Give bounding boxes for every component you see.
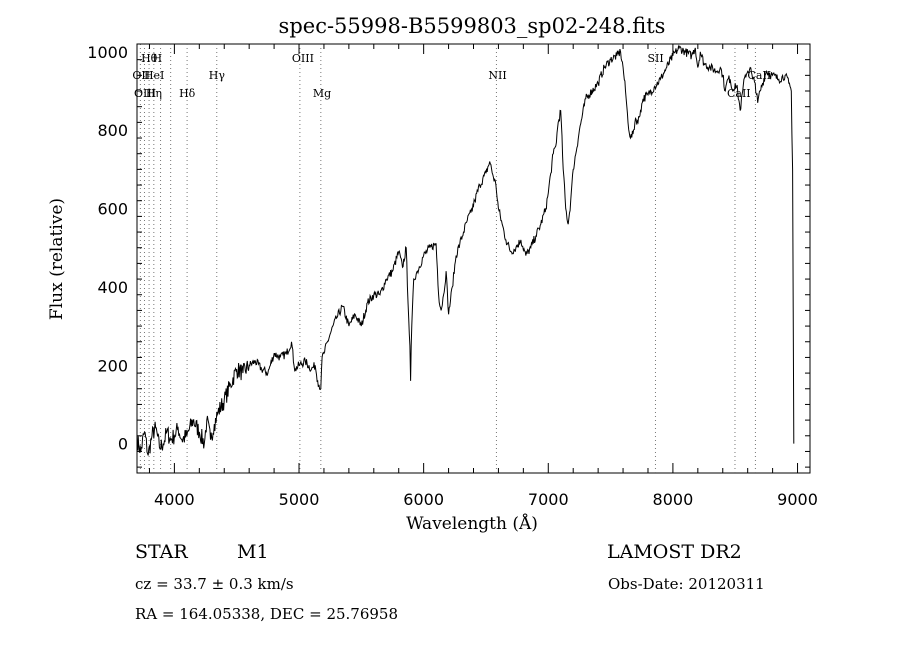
y-tick-label: 600	[97, 200, 128, 219]
axis-tick-labels: 4000 5000 6000 7000 8000 9000 0 200 400 600 800 100…	[87, 43, 818, 509]
chart-title: spec-55998-B5599803_sp02-248.fits	[279, 14, 666, 38]
x-tick-label: 5000	[279, 490, 320, 509]
marker-label: Hδ	[179, 87, 196, 100]
marker-label: Hθ	[141, 52, 158, 65]
x-axis-label: Wavelength (Å)	[406, 513, 538, 534]
y-tick-label: 400	[97, 278, 128, 297]
marker-label: Hη	[146, 87, 162, 100]
line-marker-lines	[139, 44, 756, 473]
spectrum-line	[136, 44, 795, 456]
marker-label: Hγ	[209, 69, 226, 82]
y-tick-label: 1000	[87, 43, 128, 62]
x-tick-label: 8000	[653, 490, 694, 509]
y-axis-label: Flux (relative)	[47, 198, 67, 320]
observation-date: Obs-Date: 20120311	[608, 575, 765, 593]
y-tick-label: 200	[97, 356, 128, 375]
y-tick-label: 800	[97, 121, 128, 140]
marker-label: OIII	[292, 52, 314, 65]
marker-label: H	[153, 52, 163, 65]
marker-label: HeI	[144, 69, 164, 82]
plot-frame	[136, 43, 811, 474]
plot-border	[136, 43, 811, 474]
x-tick-label: 7000	[528, 490, 569, 509]
coordinates: RA = 164.05338, DEC = 25.76958	[135, 605, 399, 623]
marker-label: NII	[488, 69, 506, 82]
y-tick-label: 0	[118, 435, 128, 454]
survey-name: LAMOST DR2	[607, 541, 742, 563]
object-class: STAR	[135, 541, 188, 563]
marker-label: OIII	[134, 87, 156, 100]
x-tick-label: 9000	[777, 490, 818, 509]
marker-label: CaII	[727, 87, 751, 100]
x-tick-label: 6000	[403, 490, 444, 509]
object-subclass: M1	[237, 541, 269, 563]
marker-label: SII	[647, 52, 663, 65]
redshift-value: cz = 33.7 ± 0.3 km/s	[135, 575, 294, 593]
axis-ticks	[137, 43, 810, 473]
marker-label: Mg	[313, 87, 331, 100]
x-tick-label: 4000	[154, 490, 195, 509]
